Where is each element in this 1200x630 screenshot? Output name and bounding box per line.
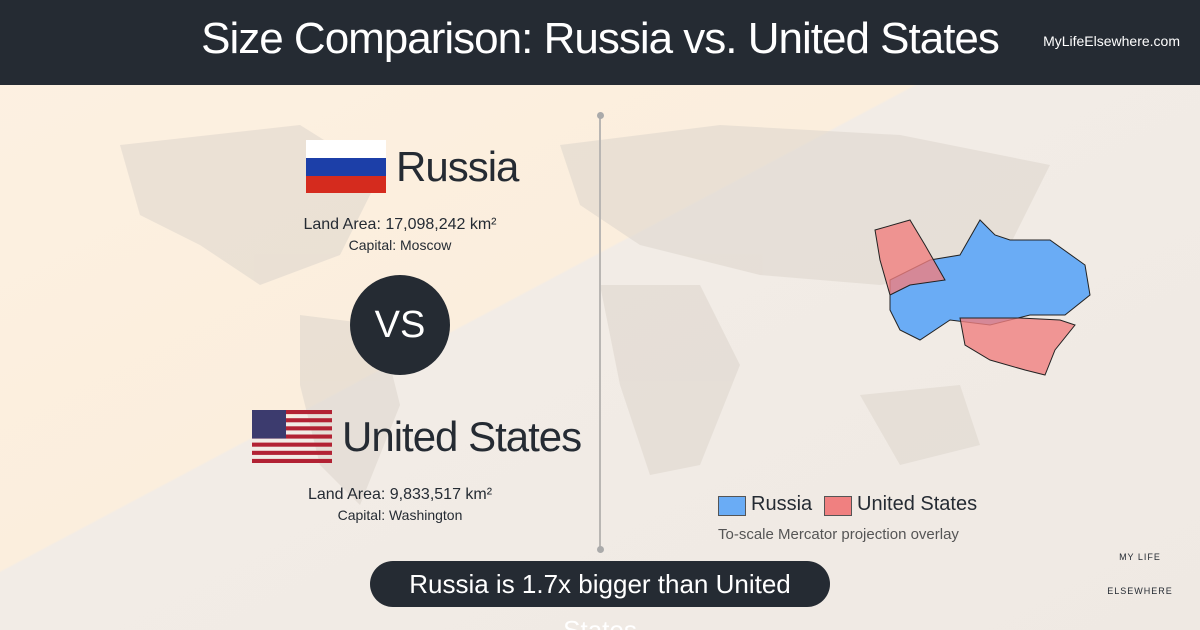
- country-info: Land Area: 9,833,517 km² Capital: Washin…: [100, 485, 700, 525]
- us-flag: [252, 410, 332, 463]
- summary-banner: Russia is 1.7x bigger than United States: [370, 561, 830, 630]
- divider: [599, 115, 601, 550]
- vs-badge: VS: [350, 275, 450, 375]
- legend-swatch: [824, 496, 852, 516]
- logo[interactable]: MY LIFE ELSEWHERE: [1107, 552, 1173, 596]
- header-bar: [0, 0, 1200, 85]
- legend-label: Russia: [751, 493, 813, 515]
- map-caption: To-scale Mercator projection overlay: [718, 526, 959, 543]
- country-info: Land Area: 17,098,242 km² Capital: Mosco…: [100, 215, 700, 255]
- page-title: Size Comparison: Russia vs. United State…: [201, 14, 1000, 63]
- overlay-map: [874, 219, 1091, 376]
- land-area: Land Area: 9,833,517 km²: [307, 486, 493, 503]
- site-name[interactable]: MyLifeElsewhere.com: [1043, 33, 1180, 49]
- russia-flag: [306, 140, 386, 193]
- legend-swatch: [718, 496, 746, 516]
- country-name: Russia: [396, 143, 519, 190]
- legend-label: United States: [857, 493, 978, 515]
- capital: Capital: Moscow: [348, 237, 452, 253]
- divider-dot: [597, 112, 604, 119]
- divider-dot: [597, 546, 604, 553]
- capital: Capital: Washington: [337, 507, 463, 523]
- land-area: Land Area: 17,098,242 km²: [303, 216, 497, 233]
- country-name: United States: [342, 413, 582, 460]
